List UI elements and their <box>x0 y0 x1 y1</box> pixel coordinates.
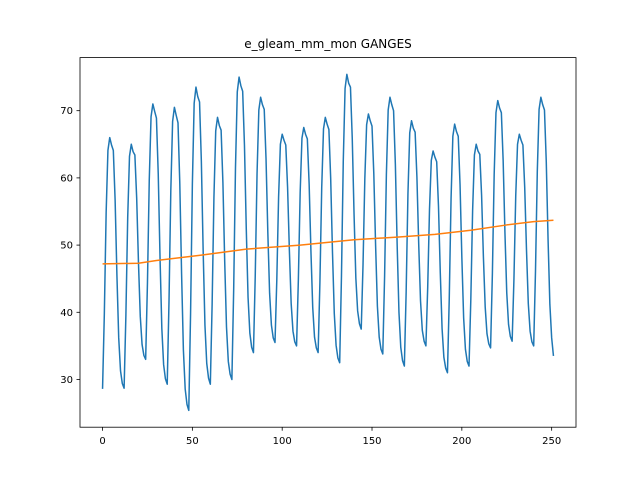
line-series <box>102 219 554 265</box>
chart-title: e_gleam_mm_mon GANGES <box>244 37 412 51</box>
y-tick-label: 30 <box>60 375 73 386</box>
x-tick-label: 250 <box>542 436 561 447</box>
x-tick-label: 50 <box>186 436 199 447</box>
y-tick-label: 50 <box>60 241 73 252</box>
y-tick-label: 40 <box>60 308 73 319</box>
y-tick-label: 60 <box>60 173 73 184</box>
x-tick-label: 100 <box>273 436 292 447</box>
x-tick-label: 0 <box>99 436 105 447</box>
x-tick-label: 150 <box>362 436 381 447</box>
line-series <box>101 73 555 412</box>
x-tick-label: 200 <box>452 436 471 447</box>
plot-frame <box>79 57 577 428</box>
y-tick-label: 70 <box>60 106 73 117</box>
